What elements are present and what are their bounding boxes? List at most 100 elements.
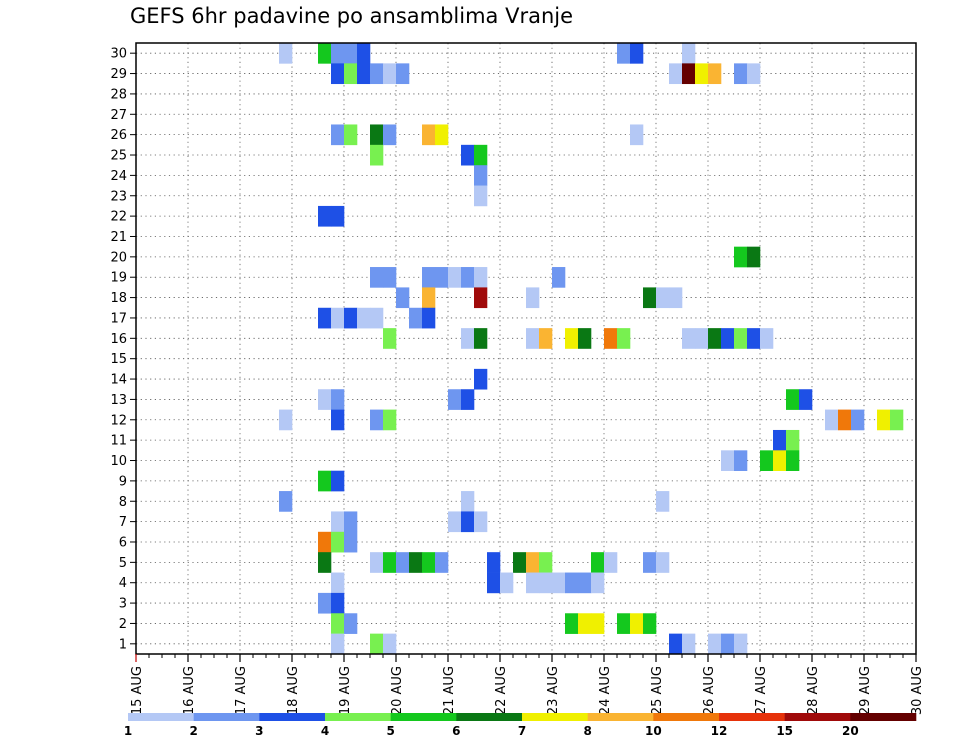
data-cell [422,307,436,329]
data-cell [383,409,397,431]
y-axis: 1234567891011121314151617181920212223242… [110,47,136,652]
y-tick-label: 22 [110,210,127,225]
data-cell [669,63,683,85]
y-tick-label: 25 [110,149,127,164]
data-cell [279,491,293,512]
y-tick-label: 3 [119,597,127,612]
data-cell [487,552,501,573]
data-cell [448,389,462,410]
data-cell [643,613,657,634]
legend-label: 8 [583,724,591,738]
data-cell [422,124,436,146]
data-cell [656,491,670,512]
x-tick-label: 29 AUG [858,666,873,715]
y-tick-label: 21 [110,230,127,245]
data-cell [565,328,579,349]
data-cell [552,267,566,288]
y-tick-label: 13 [110,393,127,408]
data-cell [734,450,748,471]
y-tick-label: 15 [110,352,127,367]
y-tick-label: 9 [119,474,127,489]
data-cell [565,613,579,634]
x-tick-label: 26 AUG [702,666,717,715]
y-tick-label: 24 [110,169,127,184]
x-tick-label: 17 AUG [234,666,249,715]
x-tick-label: 21 AUG [442,666,457,715]
data-cell [786,429,800,451]
data-cell [526,552,540,573]
data-cell [383,633,397,655]
x-tick-label: 15 AUG [130,666,145,715]
x-tick-label: 30 AUG [910,666,925,715]
data-cell [760,450,774,471]
data-cell [318,470,332,492]
data-cell [318,389,332,410]
data-cell [370,267,384,288]
data-cell [435,552,449,573]
legend-swatch [587,713,654,721]
data-cell [578,613,592,634]
data-cell [682,43,696,64]
data-cell [331,572,345,594]
data-cell [331,470,345,492]
data-cell [331,43,345,64]
legend-label: 20 [842,724,859,738]
data-cell [409,307,423,329]
data-cell [656,287,670,309]
data-cell [890,409,904,431]
data-cell [461,511,475,533]
data-cell [383,552,397,573]
x-tick-label: 27 AUG [754,666,769,715]
data-cell [578,572,592,594]
y-tick-label: 18 [110,291,127,306]
data-cell [474,144,488,166]
color-legend: 1 2 3 4 5 6 7 8 10 12 15 20 [124,713,917,738]
data-cell [708,328,722,349]
data-cell [786,450,800,471]
x-tick-label: 25 AUG [650,666,665,715]
data-cell [682,328,696,349]
data-cell [799,389,813,410]
data-cell [357,63,371,85]
y-tick-label: 12 [110,413,127,428]
data-cell [786,389,800,410]
x-tick-label: 19 AUG [338,666,353,715]
data-cell [539,552,553,573]
data-cell [734,63,748,85]
data-cell [851,409,865,431]
data-cell [396,552,410,573]
data-cell [734,328,748,349]
data-cell [604,328,618,349]
data-cell [396,63,410,85]
data-cell [721,328,735,349]
y-tick-label: 6 [119,535,127,550]
data-cell [344,307,358,329]
data-cell [344,531,358,553]
data-cell [526,328,540,349]
data-cell [435,124,449,146]
data-cell [695,63,709,85]
data-cell [630,613,644,634]
data-cell [383,267,397,288]
data-cell [344,43,358,64]
data-cell [474,165,488,186]
y-tick-label: 11 [110,434,127,449]
data-cell [630,124,644,146]
data-cell [331,63,345,85]
data-cell [539,328,553,349]
data-cell [318,307,332,329]
data-cell [669,287,683,309]
data-cell [617,43,631,64]
data-cell [773,429,787,451]
data-cell [474,267,488,288]
legend-label: 1 [124,724,132,738]
y-tick-label: 28 [110,87,127,102]
data-cell [461,144,475,166]
data-cell [760,328,774,349]
data-cell [370,144,384,166]
x-tick-label: 24 AUG [598,666,613,715]
legend-swatch [128,713,194,721]
data-cell [331,592,345,614]
legend-swatch [522,713,588,721]
